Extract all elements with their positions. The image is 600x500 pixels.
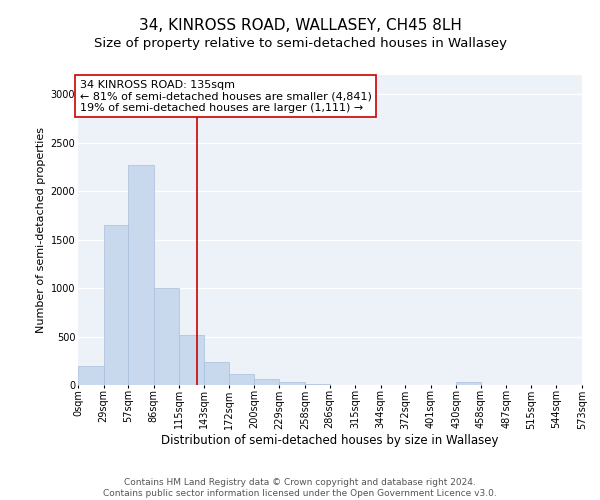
Bar [128,165,154,385]
X-axis label: Distribution of semi-detached houses by size in Wallasey: Distribution of semi-detached houses by … [161,434,499,447]
Text: 34 KINROSS ROAD: 135sqm
← 81% of semi-detached houses are smaller (4,841)
19% of: 34 KINROSS ROAD: 135sqm ← 81% of semi-de… [80,80,371,113]
Bar [305,384,329,385]
Bar [456,382,481,385]
Text: Contains HM Land Registry data © Crown copyright and database right 2024.
Contai: Contains HM Land Registry data © Crown c… [103,478,497,498]
Bar [104,225,128,385]
Bar [229,374,254,385]
Bar [280,382,305,385]
Bar [154,288,179,385]
Bar [254,379,280,385]
Bar [179,334,204,385]
Bar [204,362,229,385]
Bar [78,366,104,385]
Text: 34, KINROSS ROAD, WALLASEY, CH45 8LH: 34, KINROSS ROAD, WALLASEY, CH45 8LH [139,18,461,32]
Y-axis label: Number of semi-detached properties: Number of semi-detached properties [37,127,46,333]
Text: Size of property relative to semi-detached houses in Wallasey: Size of property relative to semi-detach… [94,38,506,51]
